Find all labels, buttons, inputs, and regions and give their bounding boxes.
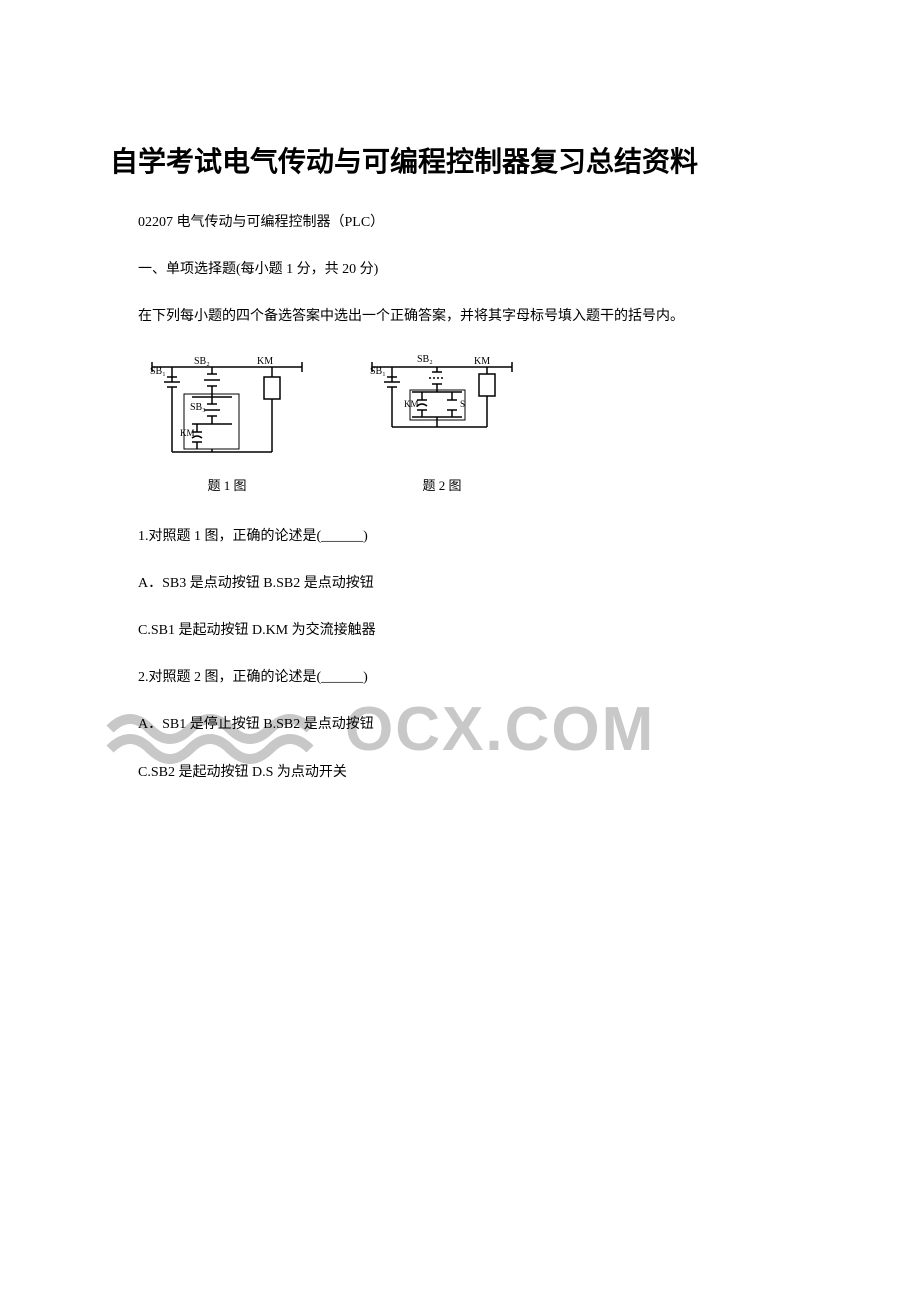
diagram-container: SB₁ SB₂	[142, 352, 810, 494]
question-2-options-ab: A．SB1 是停止按钮 B.SB2 是点动按钮	[110, 712, 810, 737]
svg-text:KM: KM	[257, 356, 273, 367]
svg-text:KM: KM	[404, 399, 419, 409]
question-1-options-cd: C.SB1 是起动按钮 D.KM 为交流接触器	[110, 618, 810, 643]
question-2: 2.对照题 2 图，正确的论述是(______)	[110, 665, 810, 690]
diagram-2: SB₁ SB₂ KM	[362, 352, 522, 494]
instruction-text: 在下列每小题的四个备选答案中选出一个正确答案，并将其字母标号填入题干的括号内。	[110, 304, 810, 329]
section-heading: 一、单项选择题(每小题 1 分，共 20 分)	[110, 257, 810, 282]
circuit-diagram-2: SB₁ SB₂ KM	[362, 352, 522, 467]
svg-text:SB₂: SB₂	[417, 354, 433, 365]
svg-text:S: S	[460, 399, 465, 409]
svg-text:KM: KM	[180, 428, 195, 438]
question-1: 1.对照题 1 图，正确的论述是(______)	[110, 524, 810, 549]
svg-text:SB₁: SB₁	[150, 366, 166, 377]
svg-text:SB₃: SB₃	[190, 402, 206, 413]
svg-text:SB₁: SB₁	[370, 366, 386, 377]
diagram-1: SB₁ SB₂	[142, 352, 312, 494]
svg-text:SB₂: SB₂	[194, 356, 210, 367]
circuit-diagram-1: SB₁ SB₂	[142, 352, 312, 467]
question-1-options-ab: A．SB3 是点动按钮 B.SB2 是点动按钮	[110, 571, 810, 596]
diagram-2-label: 题 2 图	[422, 475, 461, 494]
question-2-options-cd: C.SB2 是起动按钮 D.S 为点动开关	[110, 760, 810, 785]
svg-text:KM: KM	[474, 356, 490, 367]
page-title: 自学考试电气传动与可编程控制器复习总结资料	[110, 140, 810, 180]
course-code: 02207 电气传动与可编程控制器（PLC）	[110, 210, 810, 235]
diagram-1-label: 题 1 图	[207, 475, 246, 494]
